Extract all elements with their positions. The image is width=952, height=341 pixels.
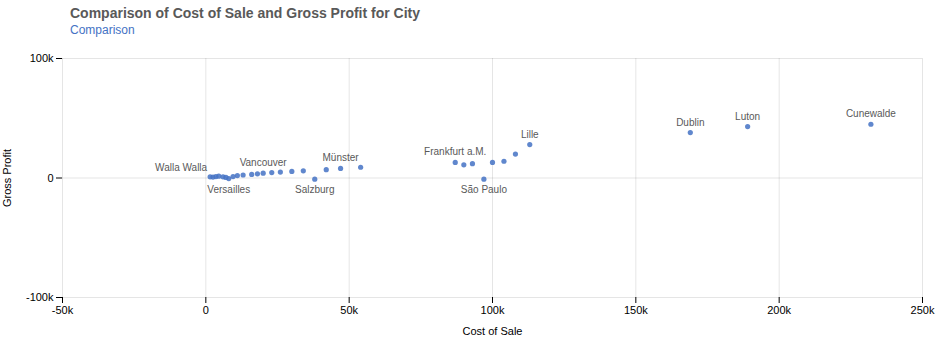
svg-text:Cunewalde: Cunewalde: [846, 108, 896, 119]
svg-text:Luton: Luton: [735, 111, 760, 122]
svg-text:100k: 100k: [481, 304, 505, 316]
svg-text:0: 0: [47, 172, 53, 184]
svg-text:Salzburg: Salzburg: [295, 184, 334, 195]
svg-text:100k: 100k: [30, 52, 54, 64]
html-text:Comparison: Comparison: [70, 23, 135, 37]
svg-text:Gross Profit: Gross Profit: [1, 149, 13, 207]
svg-text:-100k: -100k: [26, 291, 54, 303]
svg-text:Walla Walla: Walla Walla: [155, 162, 207, 173]
svg-text:Münster: Münster: [323, 152, 360, 163]
svg-text:50k: 50k: [340, 304, 358, 316]
svg-text:-50k: -50k: [52, 304, 74, 316]
svg-text:Frankfurt a.M.: Frankfurt a.M.: [424, 146, 486, 157]
svg-text:200k: 200k: [767, 304, 791, 316]
svg-text:Versailles: Versailles: [207, 184, 250, 195]
svg-text:0: 0: [203, 304, 209, 316]
html-text:Comparison of Cost of Sale and: Comparison of Cost of Sale and Gross Pro…: [70, 5, 420, 21]
svg-text:Lille: Lille: [521, 129, 539, 140]
svg-text:150k: 150k: [624, 304, 648, 316]
svg-text:Dublin: Dublin: [676, 117, 704, 128]
svg-text:Cost of Sale: Cost of Sale: [463, 325, 523, 337]
svg-text:São Paulo: São Paulo: [461, 184, 508, 195]
svg-text:Vancouver: Vancouver: [240, 157, 288, 168]
svg-text:250k: 250k: [911, 304, 935, 316]
